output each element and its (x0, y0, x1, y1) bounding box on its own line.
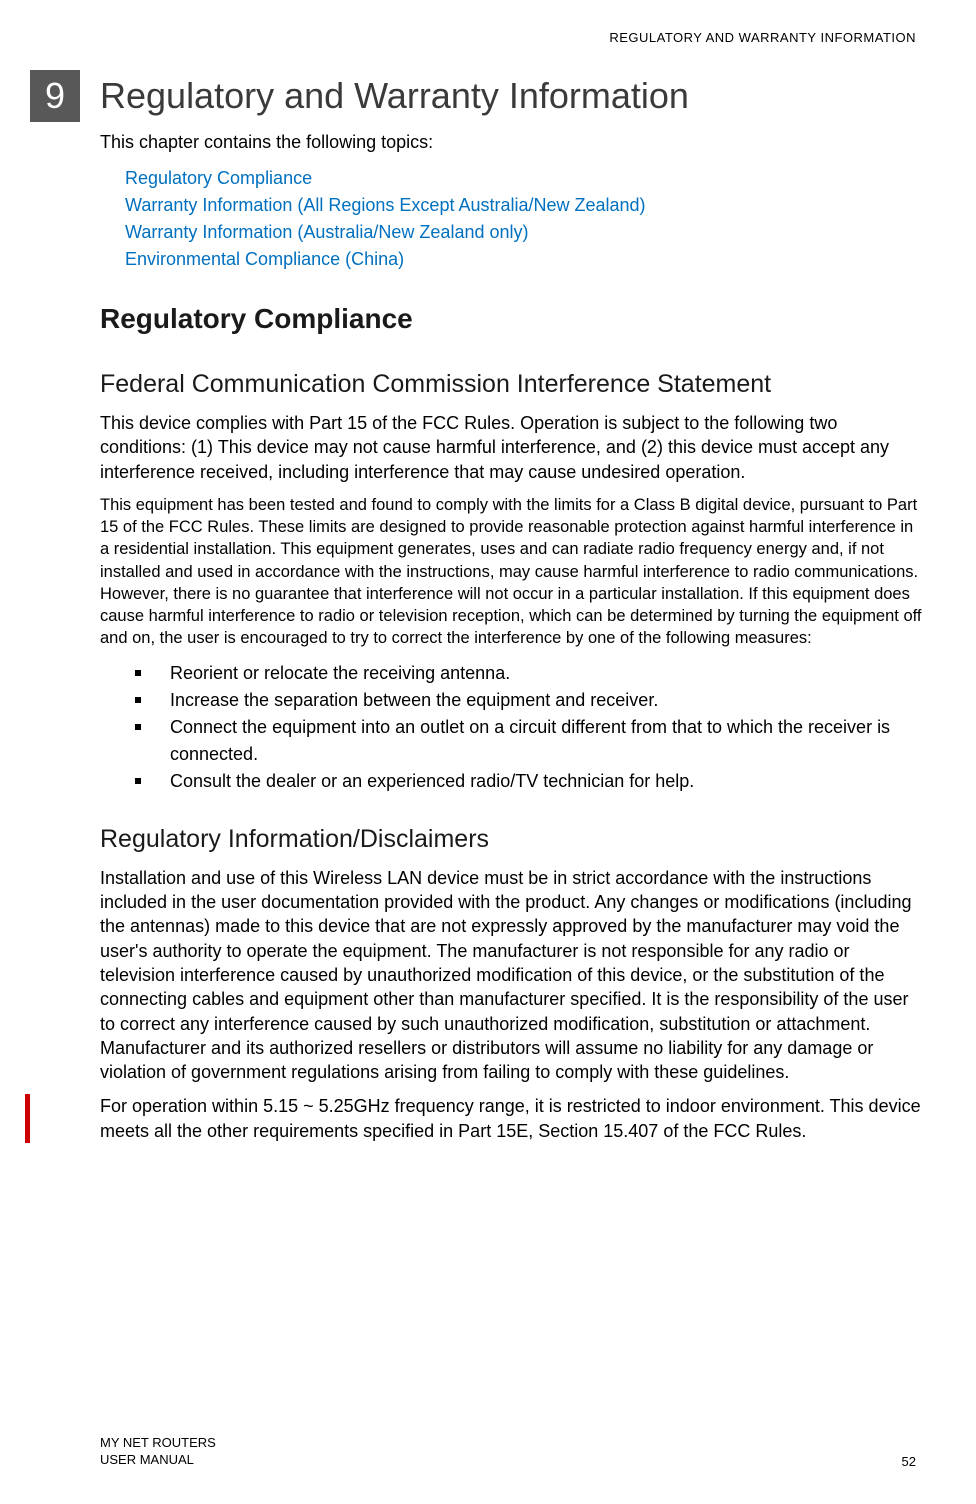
chapter-title: Regulatory and Warranty Information (100, 75, 689, 117)
link-list: Regulatory Compliance Warranty Informati… (125, 165, 926, 273)
body-paragraph: For operation within 5.15 ~ 5.25GHz freq… (100, 1094, 926, 1143)
subsection-heading: Federal Communication Commission Interfe… (100, 370, 926, 399)
subsection-heading: Regulatory Information/Disclaimers (100, 825, 926, 854)
body-paragraph: This equipment has been tested and found… (100, 494, 926, 650)
bullet-item: Reorient or relocate the receiving anten… (135, 660, 926, 687)
toc-link[interactable]: Warranty Information (Australia/New Zeal… (125, 219, 926, 246)
bullet-list: Reorient or relocate the receiving anten… (135, 660, 926, 795)
page-footer: MY NET ROUTERS USER MANUAL 52 (100, 1435, 916, 1469)
toc-link[interactable]: Environmental Compliance (China) (125, 246, 926, 273)
change-bar-section: For operation within 5.15 ~ 5.25GHz freq… (25, 1094, 926, 1143)
section-heading: Regulatory Compliance (100, 303, 926, 335)
footer-line1: MY NET ROUTERS (100, 1435, 216, 1452)
intro-text: This chapter contains the following topi… (100, 132, 926, 153)
footer-left: MY NET ROUTERS USER MANUAL (100, 1435, 216, 1469)
bullet-item: Consult the dealer or an experienced rad… (135, 768, 926, 795)
content-area: This chapter contains the following topi… (100, 132, 926, 1143)
toc-link[interactable]: Regulatory Compliance (125, 165, 926, 192)
body-paragraph: This device complies with Part 15 of the… (100, 411, 926, 484)
page-number: 52 (902, 1454, 916, 1469)
chapter-number-box: 9 (30, 70, 80, 122)
bullet-item: Increase the separation between the equi… (135, 687, 926, 714)
toc-link[interactable]: Warranty Information (All Regions Except… (125, 192, 926, 219)
chapter-header: 9 Regulatory and Warranty Information (30, 70, 926, 122)
bullet-item: Connect the equipment into an outlet on … (135, 714, 926, 768)
running-header: REGULATORY AND WARRANTY INFORMATION (30, 30, 926, 45)
body-paragraph: Installation and use of this Wireless LA… (100, 866, 926, 1085)
footer-line2: USER MANUAL (100, 1452, 216, 1469)
